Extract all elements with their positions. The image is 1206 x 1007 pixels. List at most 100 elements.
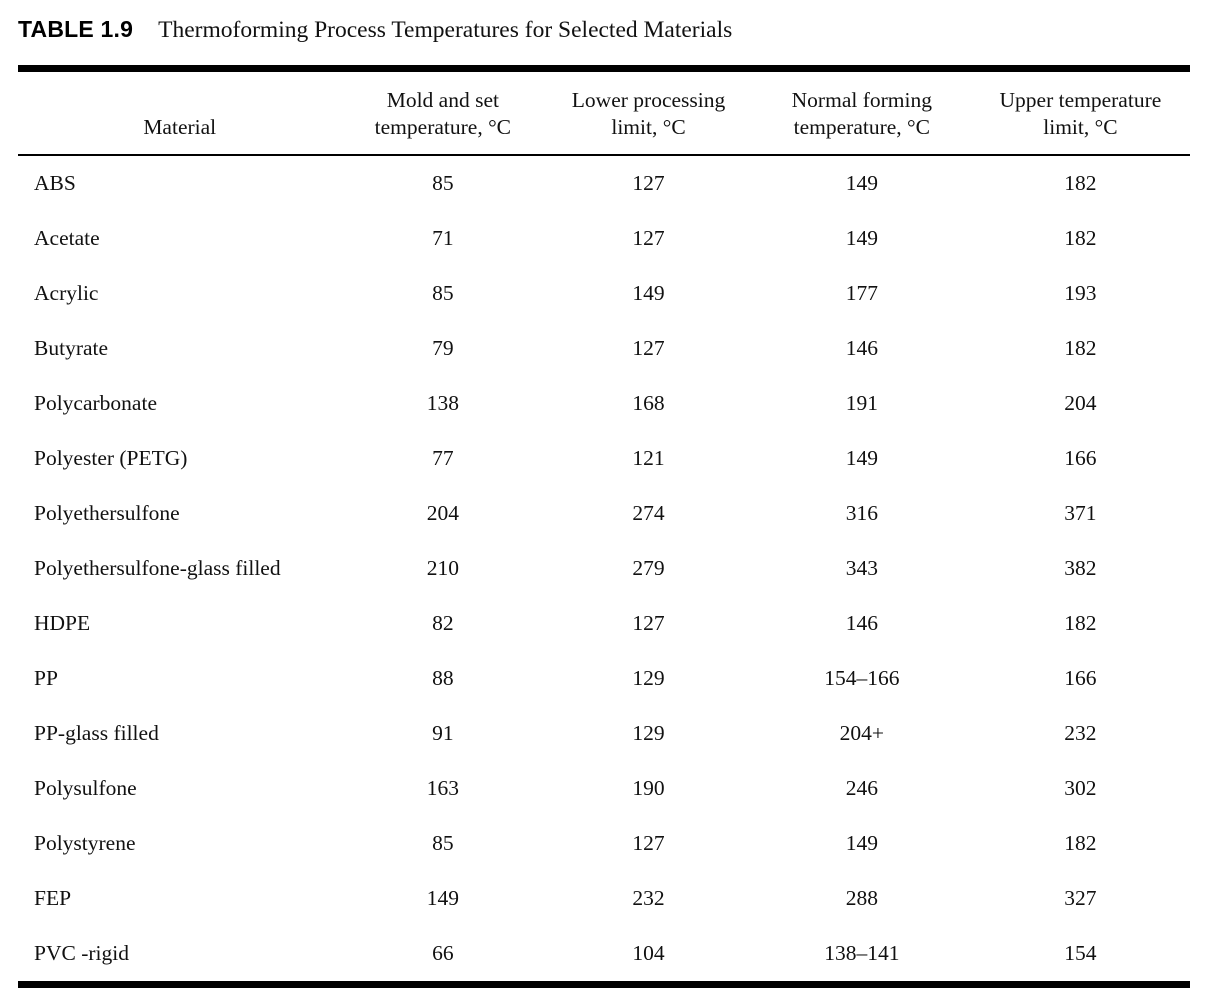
upper-limit-cell: 182: [1064, 336, 1097, 360]
mold-set-temp-cell: 85: [432, 171, 454, 195]
header-normal-forming-temperature: Normal forming temperature, °C: [752, 68, 971, 156]
table-row: Polyester (PETG) 77 121 149 166: [18, 431, 1190, 486]
upper-limit-cell: 154: [1064, 941, 1097, 965]
table-row: Polysulfone 163 190 246 302: [18, 761, 1190, 816]
mold-set-temp-cell: 91: [432, 721, 454, 745]
normal-forming-cell: 288: [845, 886, 878, 910]
upper-limit-cell: 182: [1064, 171, 1097, 195]
table-row: Acetate 71 127 149 182: [18, 211, 1190, 266]
material-cell: Polyethersulfone: [34, 501, 180, 525]
normal-forming-cell: 149: [845, 831, 878, 855]
lower-limit-cell: 127: [632, 336, 665, 360]
material-cell: PVC -rigid: [34, 941, 129, 965]
table-row: ABS 85 127 149 182: [18, 155, 1190, 211]
material-cell: Polycarbonate: [34, 391, 157, 415]
mold-set-temp-cell: 163: [426, 776, 459, 800]
lower-limit-cell: 168: [632, 391, 665, 415]
lower-limit-cell: 127: [632, 831, 665, 855]
mold-set-temp-cell: 138: [426, 391, 459, 415]
mold-set-temp-cell: 210: [426, 556, 459, 580]
material-cell: Polyethersulfone-glass filled: [34, 556, 281, 580]
upper-limit-cell: 327: [1064, 886, 1097, 910]
mold-set-temp-cell: 149: [426, 886, 459, 910]
normal-forming-cell: 343: [845, 556, 878, 580]
mold-set-temp-cell: 85: [432, 281, 454, 305]
mold-set-temp-cell: 82: [432, 611, 454, 635]
table-title: Thermoforming Process Temperatures for S…: [158, 17, 733, 43]
mold-set-temp-cell: 85: [432, 831, 454, 855]
normal-forming-cell: 146: [845, 611, 878, 635]
table-row: PP-glass filled 91 129 204+ 232: [18, 706, 1190, 761]
table-row: Polyethersulfone 204 274 316 371: [18, 486, 1190, 541]
mold-set-temp-cell: 77: [432, 446, 454, 470]
material-cell: PP: [34, 666, 58, 690]
normal-forming-cell: 149: [845, 171, 878, 195]
upper-limit-cell: 182: [1064, 611, 1097, 635]
lower-limit-cell: 127: [632, 611, 665, 635]
table-row: Polycarbonate 138 168 191 204: [18, 376, 1190, 431]
normal-forming-cell: 316: [845, 501, 878, 525]
upper-limit-cell: 166: [1064, 666, 1097, 690]
table-row: HDPE 82 127 146 182: [18, 596, 1190, 651]
lower-limit-cell: 121: [632, 446, 665, 470]
material-cell: Polyester (PETG): [34, 446, 188, 470]
upper-limit-cell: 182: [1064, 226, 1097, 250]
upper-limit-cell: 382: [1064, 556, 1097, 580]
thermoforming-temperatures-table: Material Mold and set temperature, °C Lo…: [18, 65, 1190, 988]
table-number-label: TABLE 1.9: [18, 16, 134, 42]
upper-limit-cell: 232: [1064, 721, 1097, 745]
table-row: Polyethersulfone-glass filled 210 279 343 38…: [18, 541, 1190, 596]
normal-forming-cell: 204+: [839, 721, 885, 745]
lower-limit-cell: 279: [632, 556, 665, 580]
material-cell: Polysulfone: [34, 776, 137, 800]
header-material: Material: [18, 68, 342, 156]
lower-limit-cell: 190: [632, 776, 665, 800]
table-row: PVC -rigid 66 104 138–141 154: [18, 926, 1190, 985]
normal-forming-cell: 246: [845, 776, 878, 800]
mold-set-temp-cell: 88: [432, 666, 454, 690]
header-upper-temperature-limit: Upper temperature limit, °C: [970, 68, 1190, 156]
normal-forming-cell: 146: [845, 336, 878, 360]
header-row: Material Mold and set temperature, °C Lo…: [18, 68, 1190, 156]
material-cell: Butyrate: [34, 336, 109, 360]
table-row: Acrylic 85 149 177 193: [18, 266, 1190, 321]
mold-set-temp-cell: 204: [426, 501, 459, 525]
upper-limit-cell: 182: [1064, 831, 1097, 855]
lower-limit-cell: 127: [632, 171, 665, 195]
material-cell: ABS: [34, 171, 76, 195]
upper-limit-cell: 371: [1064, 501, 1097, 525]
normal-forming-cell: 191: [845, 391, 878, 415]
normal-forming-cell: 149: [845, 226, 878, 250]
table-row: FEP 149 232 288 327: [18, 871, 1190, 926]
upper-limit-cell: 166: [1064, 446, 1097, 470]
table-row: PP 88 129 154–166 166: [18, 651, 1190, 706]
table-body: ABS 85 127 149 182 Acetate 71 127 149 182 Acrylic 8…: [18, 155, 1190, 985]
material-cell: Acrylic: [34, 281, 99, 305]
header-lower-processing-limit: Lower processing limit, °C: [544, 68, 753, 156]
lower-limit-cell: 127: [632, 226, 665, 250]
table-caption: TABLE 1.9 Thermoforming Process Temperatu…: [18, 10, 1190, 44]
mold-set-temp-cell: 79: [432, 336, 454, 360]
normal-forming-cell: 154–166: [824, 666, 900, 690]
lower-limit-cell: 104: [632, 941, 665, 965]
normal-forming-cell: 138–141: [824, 941, 900, 965]
normal-forming-cell: 149: [845, 446, 878, 470]
table-row: Polystyrene 85 127 149 182: [18, 816, 1190, 871]
material-cell: FEP: [34, 886, 72, 910]
lower-limit-cell: 274: [632, 501, 665, 525]
table-row: Butyrate 79 127 146 182: [18, 321, 1190, 376]
upper-limit-cell: 302: [1064, 776, 1097, 800]
normal-forming-cell: 177: [845, 281, 878, 305]
upper-limit-cell: 204: [1064, 391, 1097, 415]
material-cell: Acetate: [34, 226, 100, 250]
header-mold-and-set-temperature: Mold and set temperature, °C: [341, 68, 545, 156]
upper-limit-cell: 193: [1064, 281, 1097, 305]
mold-set-temp-cell: 66: [432, 941, 454, 965]
material-cell: Polystyrene: [34, 831, 136, 855]
lower-limit-cell: 232: [632, 886, 665, 910]
material-cell: HDPE: [34, 611, 91, 635]
lower-limit-cell: 149: [632, 281, 665, 305]
lower-limit-cell: 129: [632, 721, 665, 745]
lower-limit-cell: 129: [632, 666, 665, 690]
